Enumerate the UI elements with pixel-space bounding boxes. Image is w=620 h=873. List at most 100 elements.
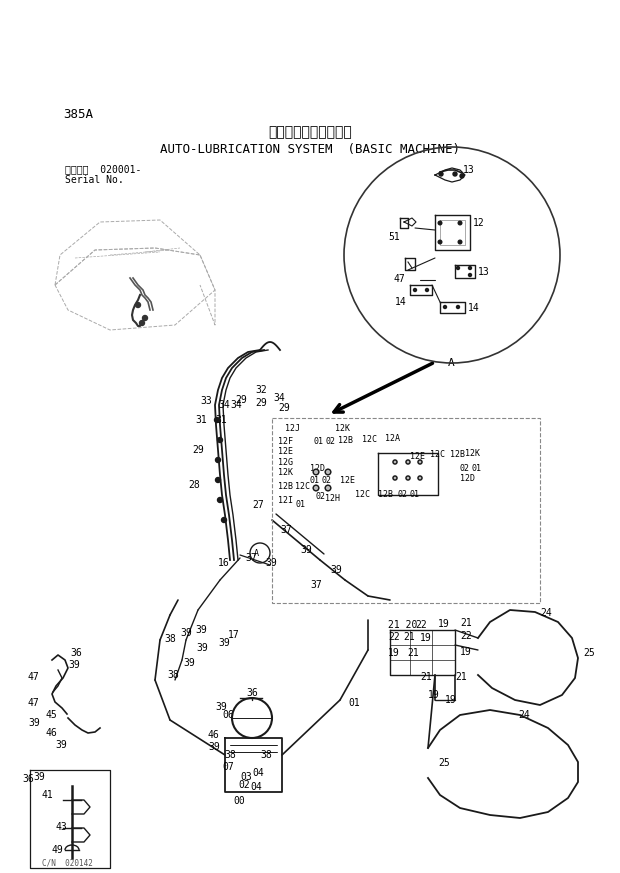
- Circle shape: [136, 303, 141, 307]
- Circle shape: [439, 172, 443, 176]
- Text: 39: 39: [33, 772, 45, 782]
- Text: 29: 29: [192, 445, 204, 455]
- Text: 12B: 12B: [338, 436, 353, 445]
- Text: 27: 27: [252, 500, 264, 510]
- Circle shape: [216, 478, 221, 483]
- Text: 34: 34: [218, 400, 230, 410]
- Text: 37: 37: [245, 553, 257, 563]
- Text: 39: 39: [28, 718, 40, 728]
- Text: Serial No.: Serial No.: [65, 175, 124, 185]
- Text: 12B: 12B: [450, 450, 465, 459]
- Text: 39: 39: [196, 643, 208, 653]
- Text: 24: 24: [518, 710, 529, 720]
- Text: 19: 19: [428, 690, 440, 700]
- Text: 43: 43: [55, 822, 67, 832]
- Text: 04: 04: [252, 768, 264, 778]
- Circle shape: [425, 288, 428, 292]
- Text: 13: 13: [478, 267, 490, 277]
- Text: 47: 47: [28, 698, 40, 708]
- Circle shape: [218, 498, 223, 503]
- Text: 12E: 12E: [340, 476, 355, 485]
- Text: 21: 21: [407, 648, 419, 658]
- Text: 12: 12: [473, 218, 485, 228]
- Text: 31: 31: [195, 415, 206, 425]
- Text: 12G: 12G: [278, 458, 293, 467]
- Text: 19: 19: [445, 695, 457, 705]
- Text: 38: 38: [167, 670, 179, 680]
- Bar: [272, 418, 540, 603]
- Text: 39: 39: [330, 565, 342, 575]
- Text: 02: 02: [322, 476, 332, 485]
- Text: 34: 34: [273, 393, 285, 403]
- Text: C/N  020142: C/N 020142: [42, 858, 93, 867]
- Text: 19: 19: [438, 619, 450, 629]
- Text: 06: 06: [222, 710, 234, 720]
- Text: 21: 21: [420, 672, 432, 682]
- Circle shape: [406, 460, 410, 464]
- Text: 39: 39: [208, 742, 219, 752]
- Text: 01: 01: [310, 476, 320, 485]
- Text: 46: 46: [45, 728, 57, 738]
- Text: 02: 02: [238, 780, 250, 790]
- Text: 47: 47: [393, 274, 405, 284]
- Text: 12K: 12K: [335, 424, 350, 433]
- Text: 自動給脂装置（本体）: 自動給脂装置（本体）: [268, 125, 352, 139]
- Text: 32: 32: [255, 385, 267, 395]
- Text: 16: 16: [218, 558, 230, 568]
- Text: 12A: 12A: [385, 434, 400, 443]
- Text: 29: 29: [235, 395, 247, 405]
- Text: 01: 01: [472, 464, 482, 473]
- Circle shape: [438, 221, 442, 225]
- Text: 21: 21: [455, 672, 467, 682]
- Text: 39: 39: [180, 628, 192, 638]
- Text: AUTO-LUBRICATION SYSTEM  (BASIC MACHINE): AUTO-LUBRICATION SYSTEM (BASIC MACHINE): [160, 143, 460, 156]
- Text: 24: 24: [540, 608, 552, 618]
- Text: 46: 46: [208, 730, 219, 740]
- Text: 02: 02: [460, 464, 470, 473]
- Text: 21: 21: [403, 632, 415, 642]
- Circle shape: [216, 457, 221, 463]
- Text: 12I: 12I: [278, 496, 293, 505]
- Text: 36: 36: [70, 648, 82, 658]
- Text: 39: 39: [195, 625, 206, 635]
- Text: 01: 01: [410, 490, 420, 499]
- Text: 33: 33: [200, 396, 212, 406]
- Text: 12F: 12F: [278, 437, 293, 446]
- Text: 38: 38: [164, 634, 175, 644]
- Text: 41: 41: [42, 790, 54, 800]
- Text: 36: 36: [246, 688, 258, 698]
- Circle shape: [458, 221, 462, 225]
- Circle shape: [218, 437, 223, 443]
- Circle shape: [143, 315, 148, 320]
- Text: 適用号機  020001-: 適用号機 020001-: [65, 164, 141, 174]
- Text: 02: 02: [315, 492, 325, 501]
- Circle shape: [460, 174, 464, 178]
- Text: 12C: 12C: [430, 450, 445, 459]
- Circle shape: [418, 460, 422, 464]
- Circle shape: [438, 240, 442, 244]
- Circle shape: [393, 476, 397, 480]
- Circle shape: [326, 469, 331, 475]
- Text: 12E: 12E: [410, 452, 425, 461]
- Text: 12E: 12E: [278, 447, 293, 456]
- Text: 31: 31: [215, 415, 227, 425]
- Text: 13: 13: [463, 165, 475, 175]
- Text: 36: 36: [22, 774, 33, 784]
- Text: 12K: 12K: [278, 468, 293, 477]
- Circle shape: [443, 306, 446, 308]
- Text: 21 20: 21 20: [388, 620, 417, 630]
- Text: 01: 01: [295, 500, 305, 509]
- Text: 12D: 12D: [460, 474, 475, 483]
- Text: 00: 00: [233, 796, 245, 806]
- Text: 39: 39: [183, 658, 195, 668]
- Text: 39: 39: [218, 638, 230, 648]
- Text: 01: 01: [348, 698, 360, 708]
- Circle shape: [215, 417, 219, 423]
- Text: 47: 47: [28, 672, 40, 682]
- Text: 29: 29: [278, 403, 290, 413]
- Text: 29: 29: [255, 398, 267, 408]
- Circle shape: [469, 273, 471, 277]
- Text: 39: 39: [68, 660, 80, 670]
- Text: 12H: 12H: [325, 494, 340, 503]
- Text: 19: 19: [420, 633, 432, 643]
